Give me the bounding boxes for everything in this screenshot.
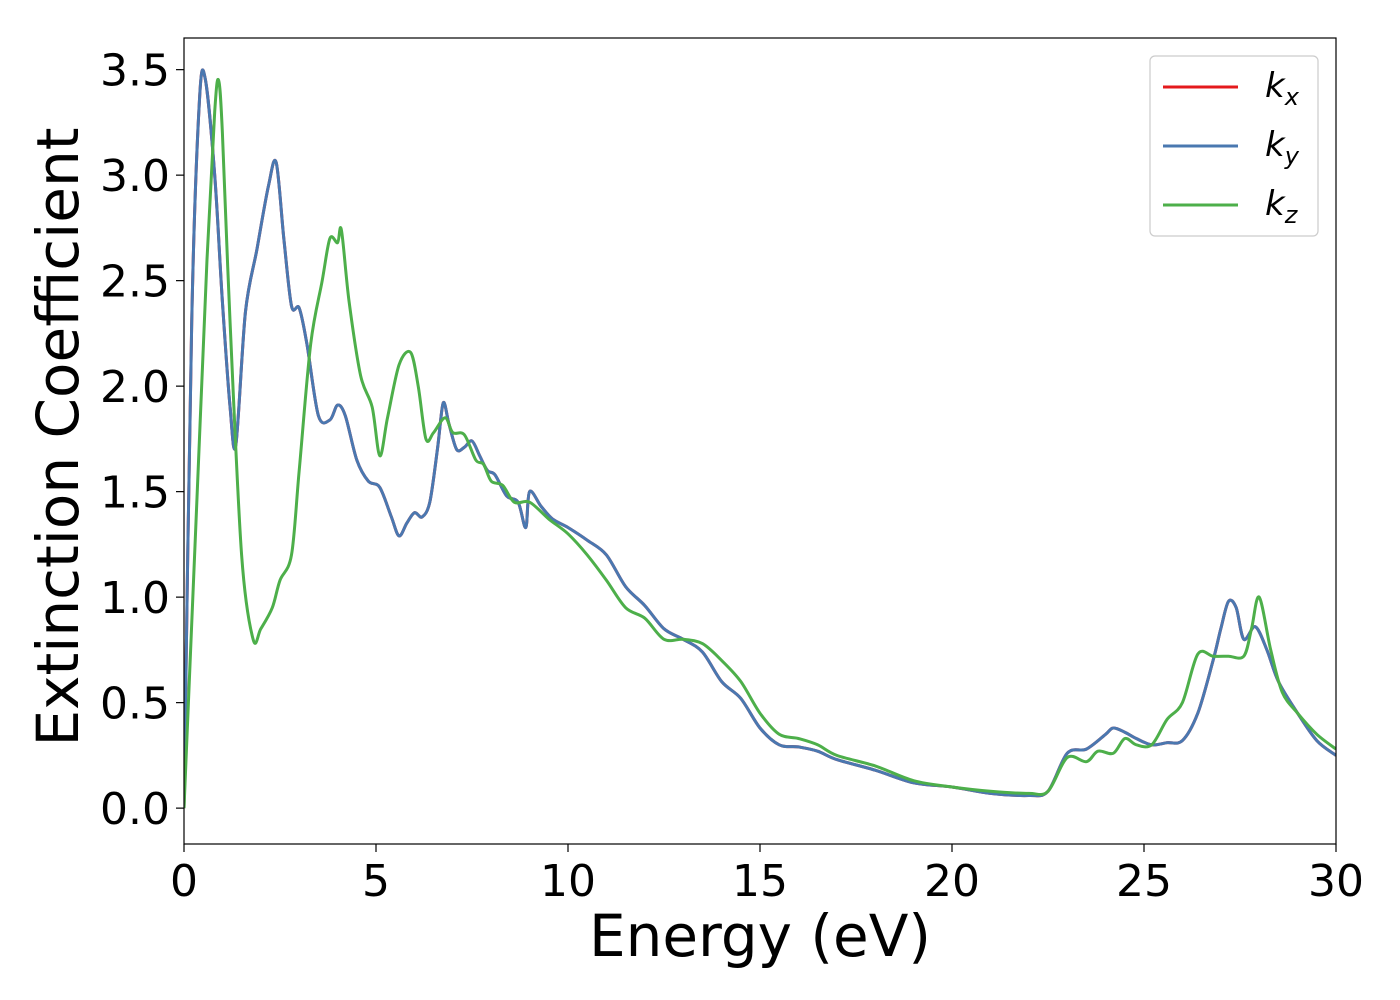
x-tick-label: 5 [362, 856, 390, 907]
y-tick-label: 1.5 [100, 468, 170, 519]
series-layer [184, 68, 1336, 809]
legend-label-y: ky [1265, 125, 1300, 170]
legend: kx ky kz [1149, 55, 1319, 237]
y-tick-label: 2.5 [100, 257, 170, 308]
y-tick-label: 1.0 [100, 573, 170, 624]
series-line-y [184, 68, 1336, 809]
y-tick-label: 0.0 [100, 784, 170, 835]
x-tick-label: 15 [732, 856, 788, 907]
x-tick-label: 30 [1308, 856, 1364, 907]
y-tick-label: 0.5 [100, 679, 170, 730]
x-tick-label: 25 [1116, 856, 1172, 907]
y-tick-label: 3.0 [100, 151, 170, 202]
y-tick-label: 2.0 [100, 362, 170, 413]
x-tick-label: 10 [540, 856, 596, 907]
legend-label-z: kz [1265, 184, 1299, 229]
y-tick-label: 3.5 [100, 46, 170, 97]
x-axis-title: Energy (eV) [589, 902, 931, 970]
legend-label-x: kx [1265, 66, 1300, 111]
x-tick-label: 0 [170, 856, 198, 907]
x-tick-label: 20 [924, 856, 980, 907]
series-line-z [184, 77, 1336, 809]
y-axis-title: Extinction Coefficient [24, 128, 92, 747]
ticks-layer: 0 5 10 15 20 25 30 0.0 0.5 1.0 1.5 2.0 2.5 3.0 3.5 [100, 46, 1364, 907]
